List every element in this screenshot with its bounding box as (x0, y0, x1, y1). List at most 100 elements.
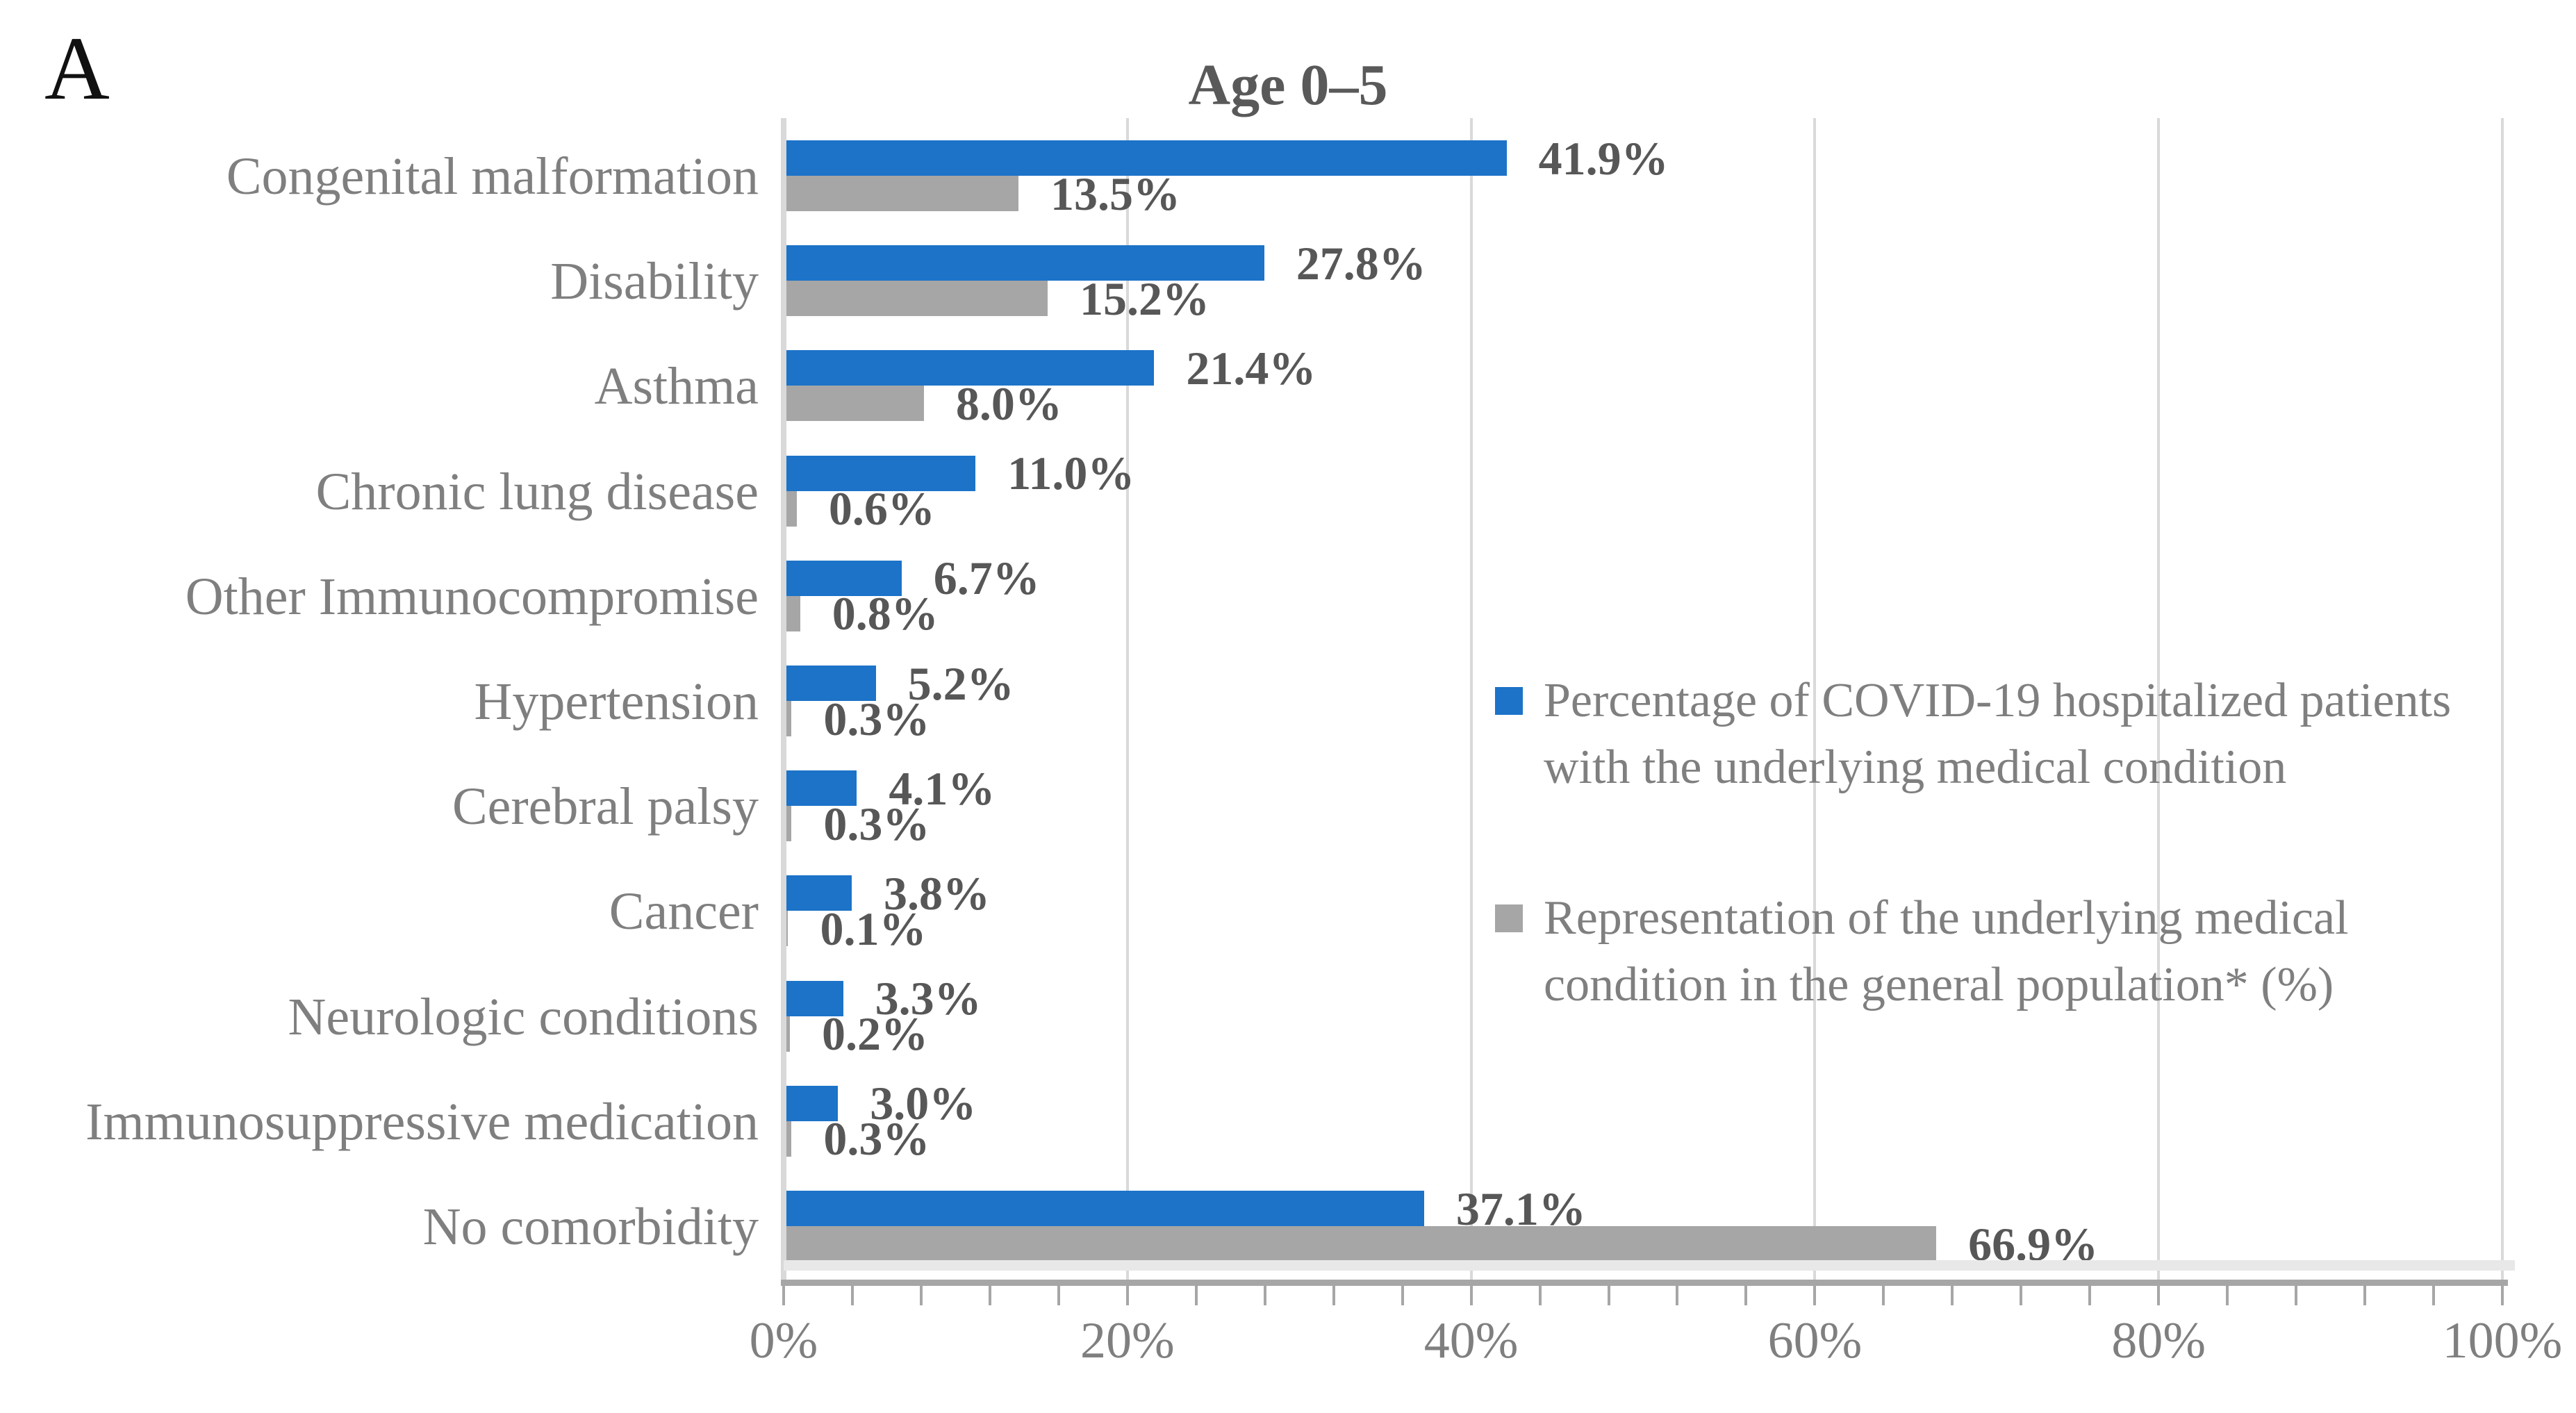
x-axis-tick (1263, 1286, 1266, 1305)
x-axis-tick (2501, 1286, 2504, 1305)
bar-hospitalized-9 (786, 980, 843, 1016)
x-axis-tick (1469, 1286, 1473, 1305)
x-axis-tick (2226, 1286, 2229, 1305)
bar-value-label: 13.5% (1050, 167, 1180, 220)
bar-value-label: 8.0% (955, 377, 1062, 430)
bar-value-label: 0.2% (821, 1007, 928, 1061)
x-axis-tick (2363, 1286, 2367, 1305)
x-axis-tick-label: 0% (749, 1312, 818, 1369)
x-axis-tick (2157, 1286, 2161, 1305)
category-label: Congenital malformation (226, 147, 759, 206)
bar-value-label: 0.3% (823, 1112, 930, 1166)
bar-value-label: 41.9% (1538, 131, 1669, 185)
bar-value-label: 0.6% (828, 482, 935, 536)
bar-value-label: 15.2% (1080, 272, 1210, 325)
x-axis-tick (1813, 1286, 1817, 1305)
panel-label: A (44, 19, 110, 119)
bar-population-8 (786, 911, 789, 947)
legend-marker-gray-icon (1495, 904, 1523, 932)
bar-population-5 (786, 595, 800, 631)
x-axis-tick (1332, 1286, 1335, 1305)
x-axis-tick-label: 20% (1080, 1312, 1175, 1369)
x-axis-tick (919, 1286, 923, 1305)
x-axis-tick (1607, 1286, 1610, 1305)
x-axis-tick (1194, 1286, 1198, 1305)
x-axis-tick (1882, 1286, 1885, 1305)
x-axis-tick (1538, 1286, 1542, 1305)
x-axis-tick (782, 1286, 785, 1305)
gridline-40 (1469, 118, 1473, 1280)
bar-hospitalized-5 (786, 560, 902, 596)
legend-line: with the underlying medical condition (1544, 741, 2287, 794)
bar-hospitalized-6 (786, 666, 876, 701)
bar-value-label: 37.1% (1455, 1182, 1586, 1235)
legend-label-hospitalized: Percentage of COVID-19 hospitalized pati… (1544, 668, 2451, 801)
x-axis-tick (1676, 1286, 1679, 1305)
bar-hospitalized-11 (786, 1191, 1424, 1226)
bar-value-label: 27.8% (1296, 236, 1426, 290)
bar-value-label: 0.8% (832, 587, 939, 641)
category-label: Chronic lung disease (315, 462, 759, 521)
x-axis-tick (988, 1286, 991, 1305)
category-label: No comorbidity (422, 1198, 759, 1256)
bar-population-10 (786, 1121, 792, 1157)
bar-population-7 (786, 806, 792, 842)
category-label: Asthma (594, 357, 759, 416)
x-axis-tick-label: 80% (2111, 1312, 2206, 1369)
x-axis-tick (1125, 1286, 1129, 1305)
legend-entry-hospitalized: Percentage of COVID-19 hospitalized pati… (1495, 668, 2451, 801)
bar-population-4 (786, 490, 797, 527)
x-axis-tick (2295, 1286, 2298, 1305)
bar-value-label: 4.1% (889, 761, 996, 815)
x-axis-tick-label: 40% (1423, 1312, 1519, 1369)
bar-value-label: 21.4% (1186, 341, 1316, 395)
bar-population-11 (786, 1226, 1937, 1262)
gridline-60 (1813, 118, 1817, 1280)
bar-hospitalized-4 (786, 455, 976, 491)
legend-line: condition in the general population* (%) (1544, 958, 2334, 1011)
bar-value-label: 3.8% (884, 866, 990, 920)
chart-title: Age 0–5 (1188, 53, 1388, 117)
bar-population-9 (786, 1016, 790, 1052)
x-axis-tick (2088, 1286, 2092, 1305)
bar-hospitalized-8 (786, 875, 852, 911)
gridline-20 (1125, 118, 1129, 1280)
bar-population-2 (786, 281, 1048, 317)
bar-hospitalized-2 (786, 245, 1264, 281)
x-axis-tick-label: 100% (2442, 1312, 2563, 1369)
bar-hospitalized-1 (786, 140, 1507, 176)
bar-value-label: 5.2% (907, 656, 1014, 710)
x-axis-tick (850, 1286, 854, 1305)
category-label: Immunosuppressive medication (85, 1092, 759, 1151)
category-label: Cerebral palsy (452, 777, 759, 836)
category-label: Hypertension (474, 672, 759, 731)
category-label: Neurologic conditions (288, 987, 759, 1046)
gridline-80 (2157, 118, 2161, 1280)
axis-zero-line (781, 118, 786, 1280)
x-axis-tick (1401, 1286, 1404, 1305)
bar-hospitalized-7 (786, 770, 857, 807)
x-axis-tick (2020, 1286, 2023, 1305)
x-axis-line (781, 1280, 2508, 1286)
bar-hospitalized-3 (786, 350, 1155, 386)
bar-value-label: 3.3% (875, 972, 982, 1025)
category-label: Disability (550, 252, 759, 311)
legend-marker-blue-icon (1495, 687, 1523, 715)
gridline-100 (2501, 118, 2504, 1280)
x-axis-tick (1057, 1286, 1060, 1305)
category-label: Cancer (609, 882, 759, 941)
legend-line: Representation of the underlying medical (1544, 891, 2349, 945)
x-axis-tick-label: 60% (1767, 1312, 1863, 1369)
x-axis-tick (1744, 1286, 1748, 1305)
bar-value-label: 0.3% (823, 692, 930, 745)
bar-value-label: 11.0% (1007, 447, 1135, 500)
legend-label-general-population: Representation of the underlying medical… (1544, 885, 2349, 1018)
bar-hospitalized-10 (786, 1085, 839, 1121)
axis-lower-band (784, 1260, 2515, 1271)
bar-population-6 (786, 701, 792, 736)
bar-value-label: 3.0% (870, 1077, 977, 1130)
bar-value-label: 0.1% (820, 902, 927, 955)
legend-line: Percentage of COVID-19 hospitalized pati… (1544, 674, 2452, 727)
bar-population-1 (786, 176, 1018, 211)
